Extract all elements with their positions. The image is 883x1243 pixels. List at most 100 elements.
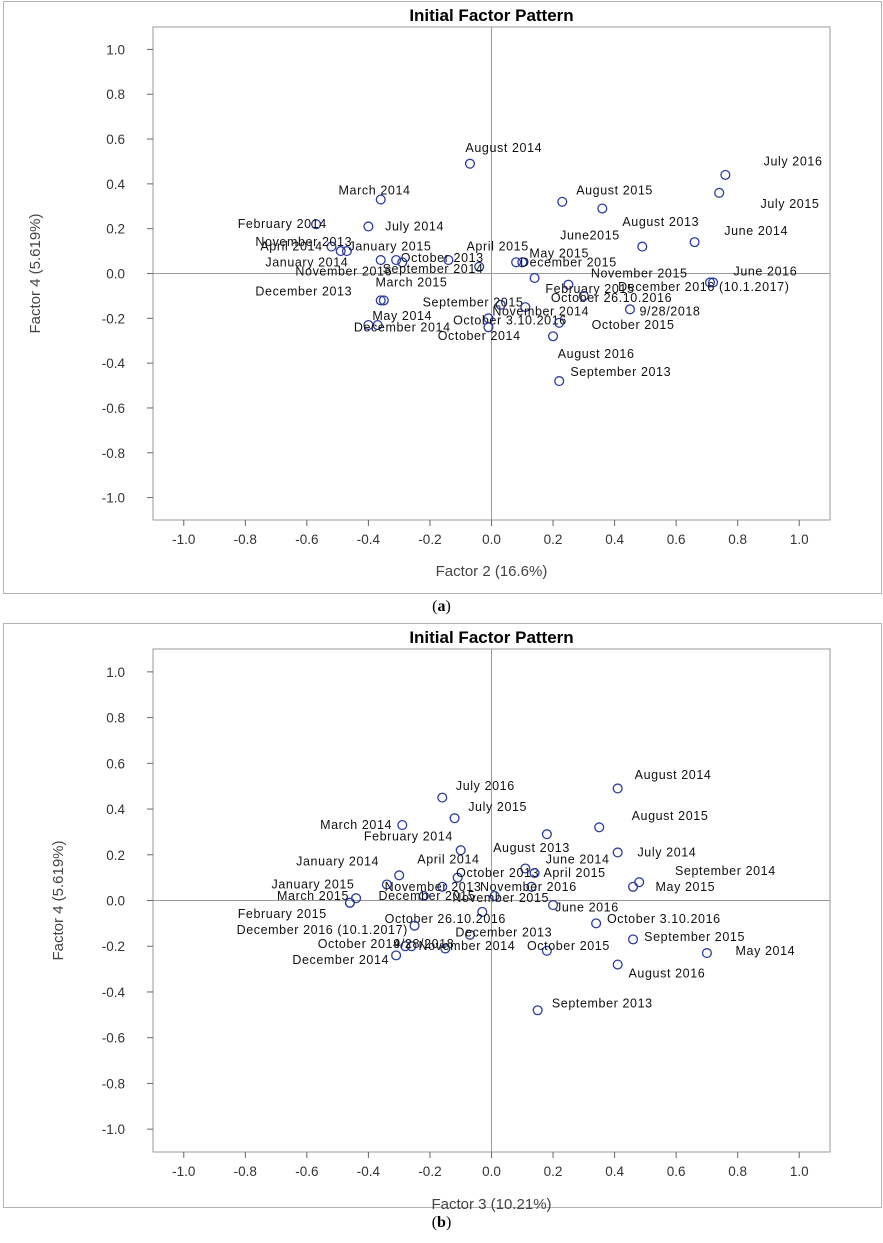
data-point (511, 257, 522, 268)
data-point-label: September 2014 (675, 864, 776, 878)
data-point (375, 194, 386, 205)
x-axis-label: Factor 3 (10.21%) (431, 1196, 551, 1213)
data-point (701, 948, 712, 959)
data-point-label: January 2015 (272, 877, 355, 891)
y-tick-label: 0.4 (106, 802, 125, 817)
data-point-label: March 2015 (375, 275, 447, 289)
x-tick-label: 0.0 (482, 1164, 501, 1179)
y-tick-label: 0.6 (106, 756, 125, 771)
data-point-label: July 2014 (637, 845, 696, 859)
y-tick-label: 0.0 (106, 267, 125, 282)
data-point-label: August 2016 (558, 347, 635, 361)
data-point-label: August 2014 (465, 141, 542, 155)
data-point-label: July 2016 (764, 154, 823, 168)
scatter-chart-a: Initial Factor Pattern -1.0 -0.8 -0.6 -0.4 -0… (27, 6, 831, 580)
data-point (378, 295, 389, 306)
data-point (637, 241, 648, 252)
data-point (529, 868, 540, 879)
panel-a-frame (3, 1, 882, 594)
data-point (409, 920, 420, 931)
data-point (437, 881, 448, 892)
data-point (477, 906, 488, 917)
data-point (517, 257, 528, 268)
data-point (363, 221, 374, 232)
data-point (541, 945, 552, 956)
data-point-label: October 3.10.2016 (607, 912, 721, 926)
y-tick-label: -0.6 (102, 1031, 125, 1046)
data-point-label: January 2015 (348, 240, 431, 254)
data-point-label: September 2013 (570, 365, 671, 379)
data-point (541, 829, 552, 840)
data-point-label: July 2015 (761, 197, 820, 211)
data-point-label: May 2014 (372, 309, 432, 323)
x-tick-label: -0.8 (234, 532, 257, 547)
data-point-label: September 2015 (423, 296, 524, 310)
data-point (418, 890, 429, 901)
x-tick-label: -0.6 (295, 532, 318, 547)
data-point-label: November 2015 (591, 267, 688, 281)
data-point (708, 277, 719, 288)
data-point (363, 319, 374, 331)
y-axis-label: Factor 4 (5.619%) (27, 213, 44, 333)
y-tick-label: 0.6 (106, 132, 125, 147)
data-point (391, 255, 402, 266)
data-point-label: December 2015 (379, 889, 476, 903)
data-point (437, 792, 448, 803)
data-point-label: May 2014 (736, 944, 796, 958)
x-axis-label: Factor 2 (16.6%) (436, 563, 548, 580)
data-point-label: January 2014 (296, 855, 379, 869)
y-tick-label: -0.4 (102, 985, 126, 1000)
data-point (375, 255, 386, 266)
data-point-label: December 2015 (520, 255, 617, 269)
data-point (563, 279, 574, 290)
data-point-label: December 2014 (292, 953, 389, 967)
data-point-label: February 2015 (238, 907, 327, 921)
y-tick-label: -0.2 (102, 311, 125, 326)
data-point-label: 9/28/2018 (393, 937, 454, 951)
x-tick-label: 0.8 (728, 1164, 747, 1179)
data-point (489, 890, 500, 901)
data-point (474, 261, 485, 272)
chart-title: Initial Factor Pattern (409, 6, 573, 25)
data-point (391, 950, 402, 961)
data-point-label: July 2015 (468, 800, 527, 814)
data-point-label: March 2015 (277, 889, 349, 903)
data-point (704, 277, 716, 288)
y-tick-label: -0.6 (102, 401, 125, 416)
data-point (597, 203, 608, 214)
data-point (624, 304, 636, 315)
caption-b: (b) (431, 1214, 452, 1231)
y-tick-label: 0.2 (106, 222, 125, 237)
data-point-label: August 2014 (635, 768, 712, 782)
scatter-chart-b: Initial Factor Pattern -1.0 -0.8 -0.6 -0.4 -0… (50, 628, 831, 1213)
data-point-label: September 2014 (383, 262, 484, 276)
y-tick-label: 0.8 (106, 87, 125, 102)
data-point (483, 322, 494, 333)
x-tick-label: 0.6 (667, 1164, 686, 1179)
x-tick-label: -0.2 (418, 532, 441, 547)
y-tick-label: 1.0 (106, 42, 125, 57)
data-point-label: November 2016 (295, 264, 392, 278)
data-point-label: November 2013 (255, 235, 352, 249)
data-point-label: October 2015 (527, 939, 610, 953)
y-tick-label: -1.0 (102, 1122, 125, 1137)
data-point (520, 863, 531, 874)
data-point-label: October 3.10.2016 (453, 314, 567, 328)
data-point-label: August 2015 (576, 184, 653, 198)
data-point (351, 893, 362, 904)
data-point-label: October 26.10.2016 (551, 291, 672, 305)
data-point (520, 302, 531, 313)
data-point-label: June 2014 (546, 852, 610, 866)
data-point (612, 959, 623, 970)
data-point-label: August 2013 (493, 841, 570, 855)
data-point-label: November 2013 (385, 880, 482, 894)
x-tick-label: 0.2 (544, 532, 563, 547)
data-point-label: August 2013 (622, 215, 699, 229)
data-point-label: February 2015 (545, 282, 634, 296)
y-axis-label: Factor 4 (5.619%) (50, 840, 67, 960)
y-tick-label: 1.0 (106, 665, 125, 680)
data-point (455, 845, 466, 856)
data-point (628, 881, 639, 892)
data-point (397, 257, 408, 268)
y-tick-label: 0.0 (106, 894, 125, 909)
